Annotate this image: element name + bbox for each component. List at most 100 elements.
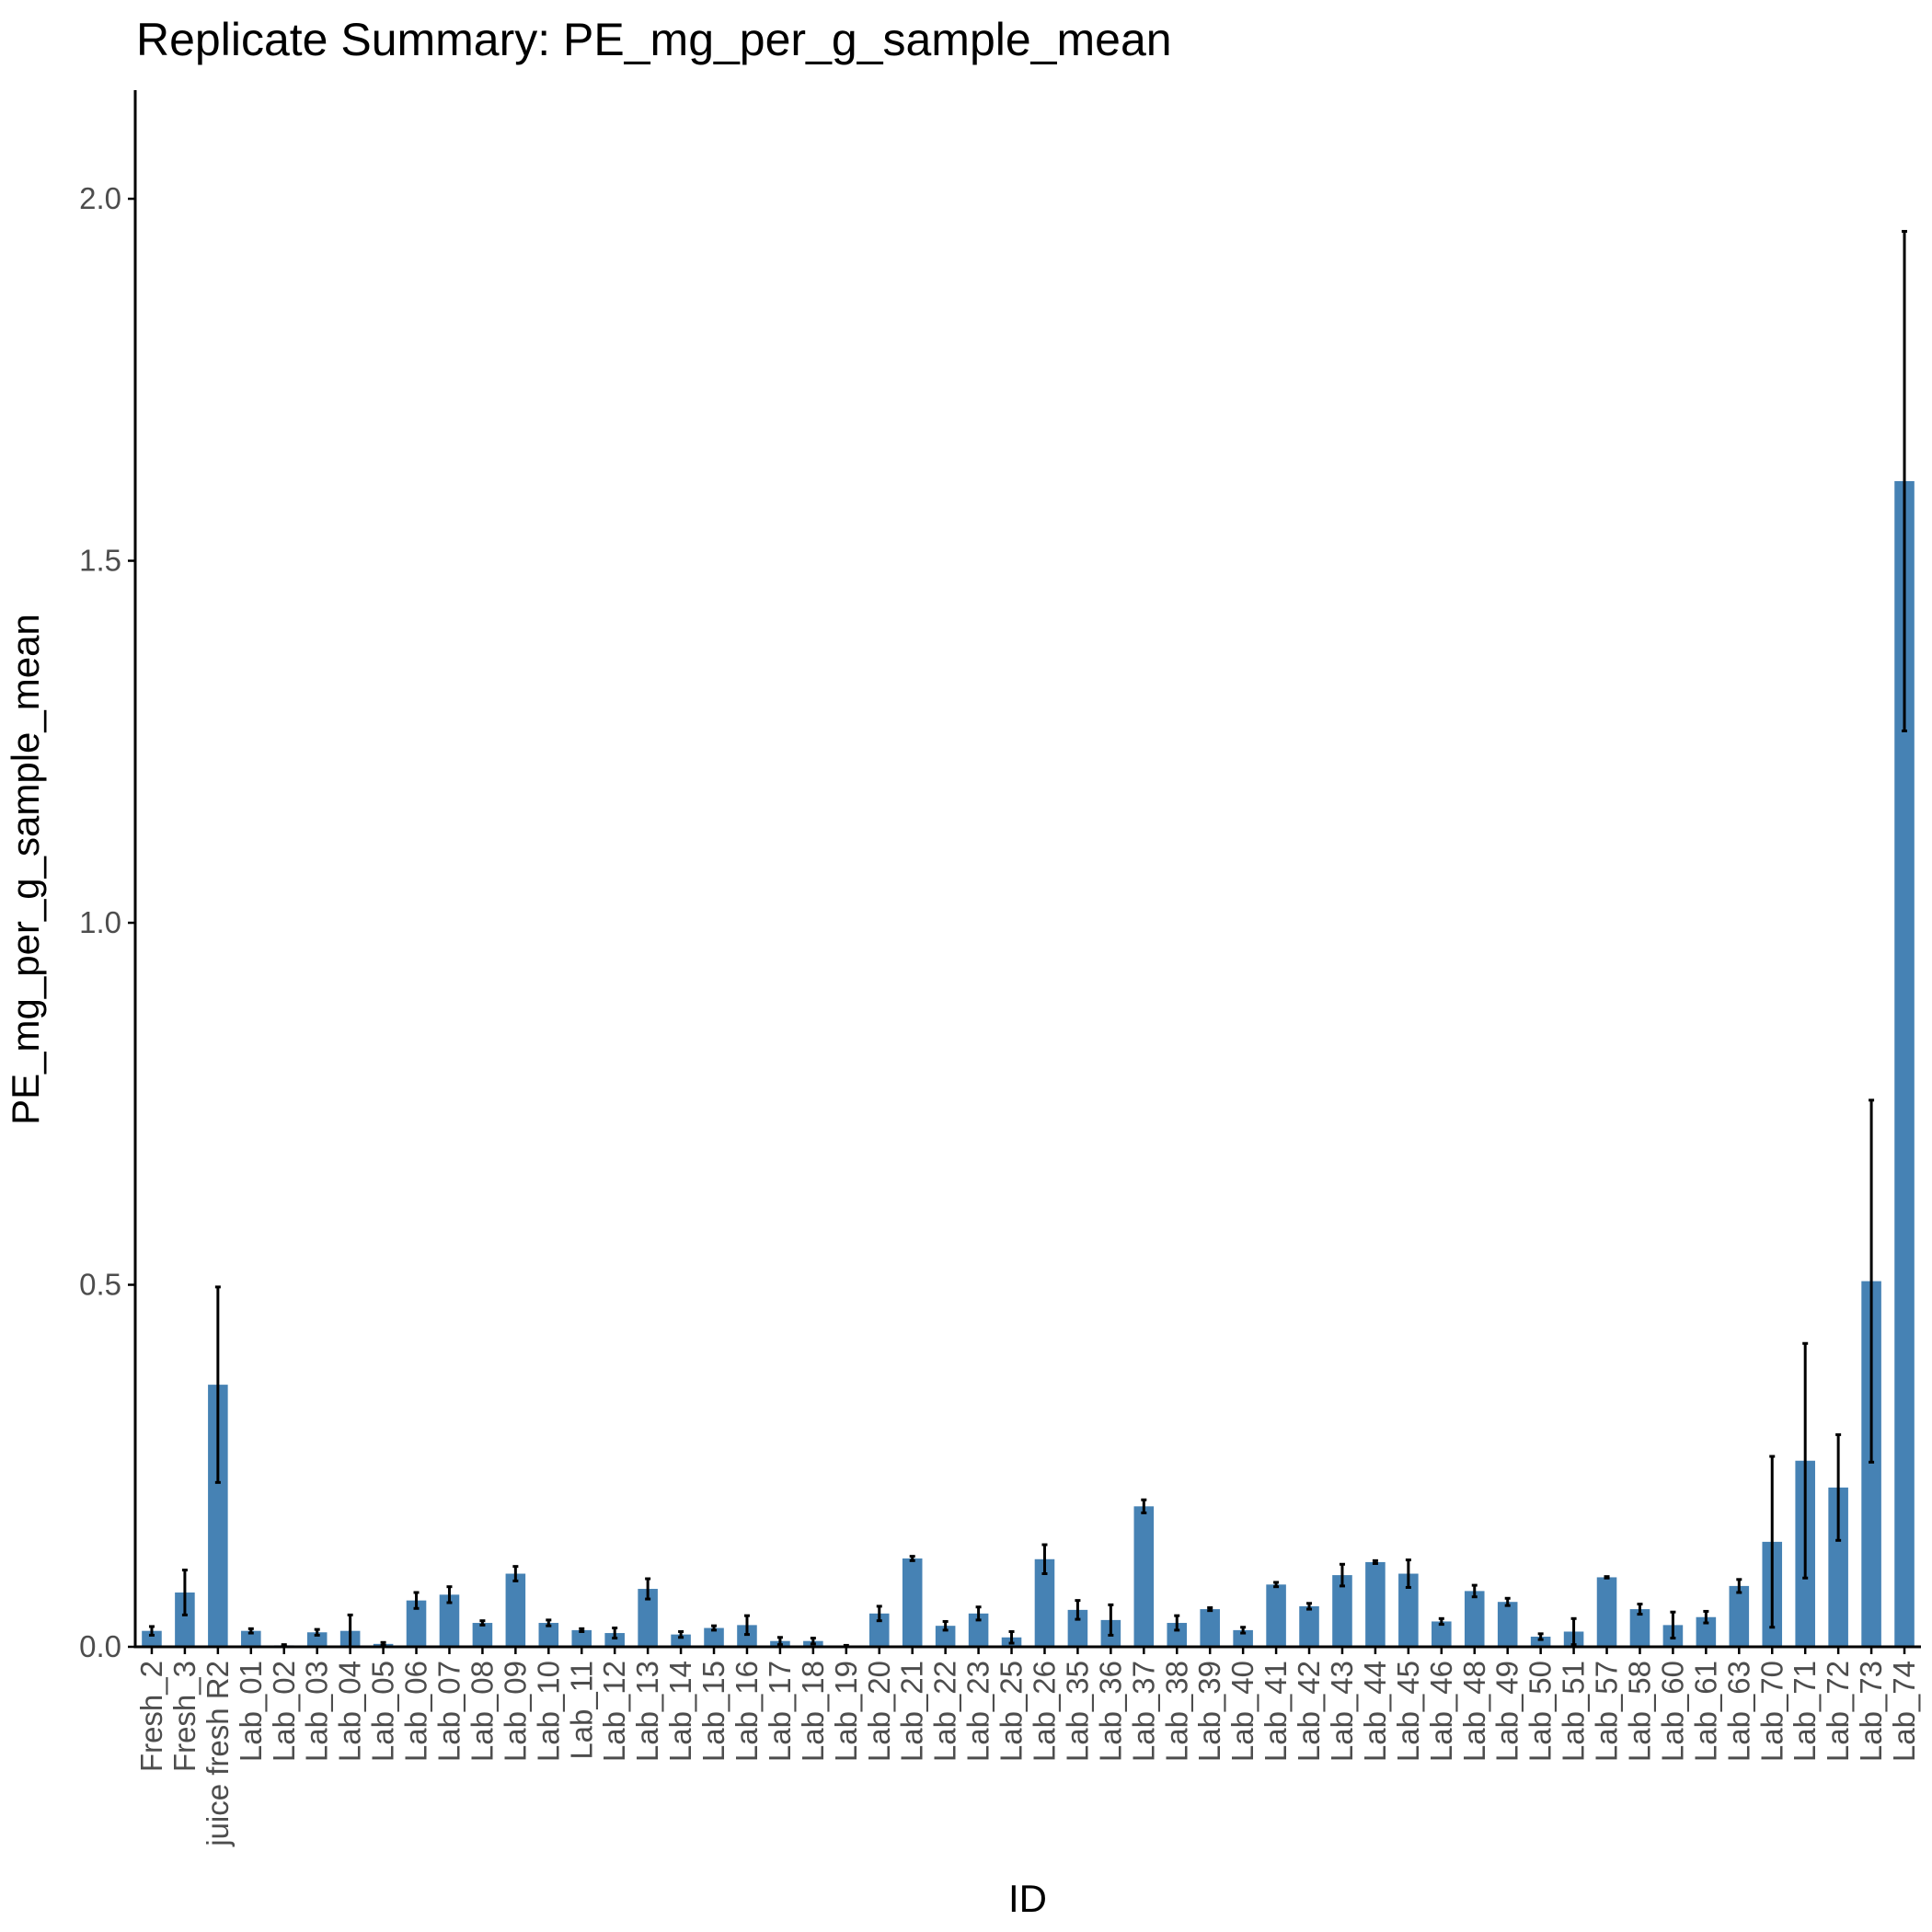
error-bar xyxy=(181,1569,188,1616)
bar xyxy=(1233,1629,1253,1647)
error-bar xyxy=(1802,1341,1809,1580)
bar xyxy=(1432,1621,1452,1647)
error-bar xyxy=(1504,1596,1511,1607)
error-bar xyxy=(1207,1606,1213,1613)
x-tick-label: Lab_41 xyxy=(1259,1661,1293,1762)
x-tick-label: Lab_01 xyxy=(234,1661,268,1762)
error-bar xyxy=(1703,1609,1709,1625)
error-bar xyxy=(1075,1599,1081,1621)
error-bar xyxy=(810,1637,816,1646)
error-bar xyxy=(1537,1632,1544,1641)
bar xyxy=(868,1613,890,1647)
error-bar xyxy=(909,1555,915,1562)
bar xyxy=(1464,1591,1485,1647)
bar xyxy=(638,1589,658,1647)
error-bar xyxy=(1339,1562,1345,1588)
x-tick-label: Lab_49 xyxy=(1490,1661,1524,1762)
error-bar xyxy=(1240,1626,1247,1635)
bar xyxy=(1133,1506,1155,1647)
x-tick-label: Lab_74 xyxy=(1887,1661,1921,1762)
error-bar xyxy=(1869,1098,1875,1464)
error-bar xyxy=(876,1604,882,1623)
bar xyxy=(142,1630,162,1647)
error-bar xyxy=(1108,1603,1114,1637)
x-tick-label: Lab_19 xyxy=(829,1661,863,1762)
x-tick-label: Lab_14 xyxy=(663,1661,697,1762)
bar xyxy=(1861,1281,1881,1647)
error-bar xyxy=(711,1624,718,1632)
x-tick-label: Lab_57 xyxy=(1590,1661,1624,1762)
bar xyxy=(1497,1602,1518,1647)
x-tick-label: Lab_35 xyxy=(1060,1661,1094,1762)
error-bar xyxy=(1306,1602,1313,1611)
bar xyxy=(1894,480,1915,1647)
error-bar xyxy=(743,1614,750,1637)
error-bar xyxy=(579,1627,585,1633)
bar xyxy=(1596,1577,1617,1647)
x-tick-label: Lab_20 xyxy=(862,1661,896,1762)
error-bar xyxy=(1570,1616,1577,1647)
x-tick-label: Lab_07 xyxy=(431,1661,466,1762)
bar xyxy=(241,1630,261,1647)
error-bar xyxy=(380,1640,386,1647)
x-tick-label: Lab_40 xyxy=(1225,1661,1259,1762)
x-tick-label: Lab_72 xyxy=(1821,1661,1855,1762)
error-bar xyxy=(612,1627,618,1640)
bar xyxy=(968,1613,989,1647)
error-bar xyxy=(975,1605,982,1622)
x-tick-label: Lab_23 xyxy=(961,1661,995,1762)
bar xyxy=(1629,1609,1650,1647)
x-tick-label: Lab_21 xyxy=(895,1661,929,1762)
x-tick-label: Lab_06 xyxy=(399,1661,433,1762)
error-bar xyxy=(1604,1575,1610,1580)
y-tick-label: 1.0 xyxy=(79,905,121,939)
error-bar xyxy=(446,1585,453,1604)
x-tick-label: Lab_39 xyxy=(1192,1661,1226,1762)
x-tick-label: Lab_03 xyxy=(300,1661,334,1762)
bar xyxy=(306,1632,328,1647)
x-tick-label: Lab_71 xyxy=(1788,1661,1822,1762)
y-tick-label: 0.5 xyxy=(79,1268,121,1302)
y-tick-label: 2.0 xyxy=(79,181,121,215)
error-bar xyxy=(1041,1543,1048,1576)
x-tick-label: Lab_26 xyxy=(1027,1661,1061,1762)
bar xyxy=(1729,1585,1750,1647)
bar xyxy=(1067,1609,1088,1647)
x-tick-label: Lab_51 xyxy=(1557,1661,1591,1762)
error-bar xyxy=(148,1625,155,1637)
x-tick-label: Lab_50 xyxy=(1524,1661,1558,1762)
error-bar xyxy=(1769,1455,1776,1629)
x-tick-label: Lab_12 xyxy=(597,1661,631,1762)
y-tick-label: 1.5 xyxy=(79,544,121,578)
error-bar xyxy=(479,1619,486,1627)
x-tick-label: Lab_60 xyxy=(1655,1661,1689,1762)
y-axis-ticks: 0.0 0.5 1.0 1.5 2.0 xyxy=(79,181,135,1663)
bar xyxy=(1828,1487,1848,1647)
bar xyxy=(406,1600,427,1647)
bars xyxy=(142,480,1915,1647)
error-bar xyxy=(214,1285,221,1484)
bar xyxy=(1365,1561,1386,1647)
error-bar xyxy=(942,1619,949,1632)
error-bar xyxy=(1902,229,1908,732)
bar xyxy=(737,1625,757,1647)
x-tick-label: Lab_17 xyxy=(763,1661,797,1762)
x-tick-label: Lab_48 xyxy=(1457,1661,1491,1762)
error-bar xyxy=(1637,1603,1643,1616)
error-bar xyxy=(1670,1610,1676,1640)
error-bar xyxy=(1008,1629,1015,1645)
x-tick-label: Lab_44 xyxy=(1358,1661,1392,1762)
x-tick-label: Lab_13 xyxy=(630,1661,664,1762)
error-bar xyxy=(512,1565,519,1582)
x-tick-label: Lab_08 xyxy=(465,1661,499,1762)
x-tick-label: Lab_04 xyxy=(333,1661,367,1762)
bar xyxy=(208,1385,228,1647)
x-tick-label: Lab_36 xyxy=(1093,1661,1127,1762)
x-tick-label: Lab_46 xyxy=(1424,1661,1458,1762)
x-tick-label: Lab_37 xyxy=(1126,1661,1160,1762)
x-tick-label: Lab_05 xyxy=(366,1661,400,1762)
x-tick-label: Lab_63 xyxy=(1721,1661,1755,1762)
error-bar xyxy=(1141,1498,1147,1514)
bar xyxy=(439,1594,460,1647)
